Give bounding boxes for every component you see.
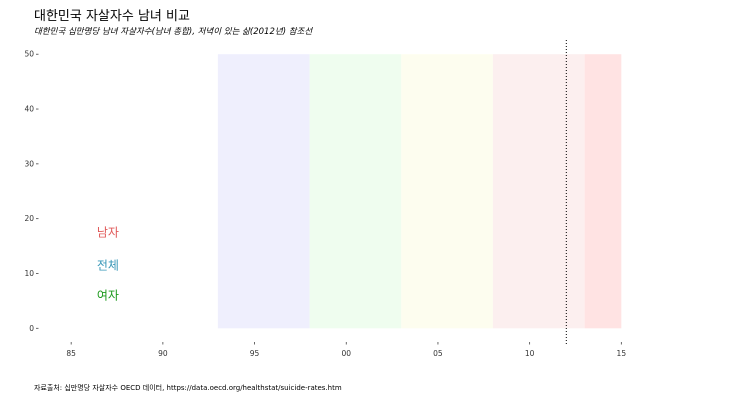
shaded-period [401,54,493,329]
chart-title: 대한민국 자살자수 남녀 비교 [34,9,190,24]
y-tick-label: 30 [24,159,34,168]
y-tick-label: 10 [24,269,34,278]
x-tick-label: 05 [433,349,443,358]
y-tick-label: 40 [24,105,34,114]
chart-caption: 자료출처: 십만명당 자살자수 OECD 데이터, https://data.o… [34,384,342,392]
x-tick-label: 85 [66,349,76,358]
x-tick-label: 10 [525,349,535,358]
shaded-period [309,54,402,329]
y-tick-label: 20 [24,214,34,223]
shaded-period [217,54,310,329]
x-tick-label: 00 [341,349,351,358]
x-tick-label: 95 [250,349,260,358]
y-tick-label: 50 [24,50,34,59]
series-label: 여자 [97,288,119,302]
chart-subtitle: 대한민국 십만명당 남녀 자살자수(남녀 총합), 저녁이 있는 삶(2012년… [34,27,313,37]
x-tick-label: 15 [617,349,627,358]
shaded-period [492,54,585,329]
shaded-period [584,54,622,329]
series-label: 전체 [97,258,119,272]
x-tick-label: 90 [158,349,168,358]
series-label: 남자 [97,225,119,239]
y-tick-label: 0 [29,324,34,333]
